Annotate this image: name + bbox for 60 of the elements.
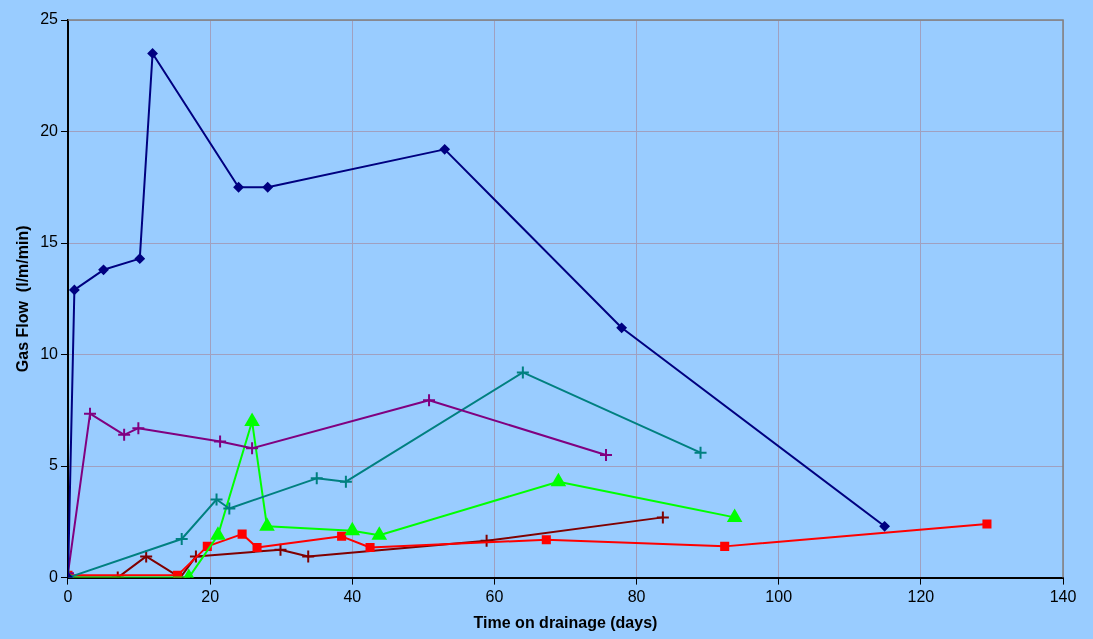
y-axis-title: Gas Flow (l/m/min) <box>14 225 32 373</box>
point <box>727 509 742 522</box>
point <box>720 541 730 551</box>
point <box>147 48 158 59</box>
point <box>345 522 360 536</box>
x-tick-label: 20 <box>201 587 220 605</box>
y-tick-label: 15 <box>40 233 59 251</box>
point <box>879 521 890 532</box>
point <box>273 542 288 557</box>
point <box>551 473 566 487</box>
point <box>134 253 145 264</box>
x-axis-title: Time on drainage (days) <box>473 613 658 631</box>
y-tick-label: 25 <box>40 10 59 28</box>
point <box>309 471 324 486</box>
point <box>245 413 260 426</box>
y-tick-label: 10 <box>40 344 59 362</box>
point <box>222 501 237 516</box>
point <box>172 570 182 578</box>
point <box>338 474 353 489</box>
point <box>209 492 224 507</box>
point <box>372 527 387 540</box>
point <box>365 542 375 553</box>
x-tick-label: 80 <box>627 587 646 605</box>
point <box>422 393 437 408</box>
point <box>83 406 98 421</box>
y-tick-label: 5 <box>49 456 59 474</box>
point <box>213 434 228 449</box>
point <box>245 441 260 456</box>
point <box>599 447 614 462</box>
point <box>693 445 708 460</box>
x-tick-label: 120 <box>907 587 935 605</box>
point <box>616 322 627 333</box>
point <box>655 510 670 525</box>
point <box>233 182 244 193</box>
point <box>131 421 146 436</box>
point <box>117 427 132 442</box>
x-tick-label: 0 <box>63 587 73 605</box>
point <box>210 527 226 540</box>
point <box>479 533 494 548</box>
point <box>541 535 551 545</box>
point <box>252 542 262 553</box>
point <box>139 549 154 564</box>
x-tick-label: 140 <box>1049 587 1077 605</box>
x-tick-label: 100 <box>765 587 793 605</box>
point <box>98 264 109 275</box>
x-tick-label: 40 <box>343 587 362 605</box>
point <box>259 518 275 531</box>
x-tick-label: 60 <box>485 587 504 605</box>
point <box>337 531 347 541</box>
point <box>262 182 273 193</box>
point <box>188 549 203 564</box>
point <box>69 284 80 295</box>
point <box>515 365 530 380</box>
y-tick-label: 0 <box>49 568 59 586</box>
point <box>439 144 450 155</box>
point <box>301 549 316 564</box>
point <box>237 529 247 539</box>
point <box>982 519 992 529</box>
y-tick-label: 20 <box>40 121 59 139</box>
point <box>174 532 189 547</box>
